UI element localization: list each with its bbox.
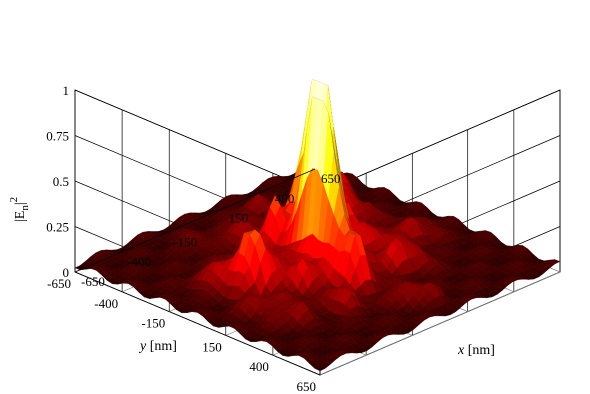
y-tick-label-4: 400	[249, 359, 269, 374]
x-tick-label-2: -150	[173, 234, 197, 249]
z-tick-label-0: 0	[63, 265, 70, 280]
z-tick-label-1: 0.25	[46, 220, 69, 235]
z-grid-left-4	[74, 89, 321, 194]
y-axis-line	[74, 271, 321, 376]
y-axis-label: y [nm]	[138, 339, 177, 354]
x-tick-label-3: 150	[229, 211, 249, 226]
x-tick-label-1: -400	[127, 254, 151, 269]
x-tick-label-0: -650	[81, 274, 105, 289]
x-axis-label: x [nm]	[457, 343, 495, 358]
y-tick-label-2: -150	[141, 316, 165, 331]
axes-layer: -650 -400 -150 150 400 650 -650 -400 -150 150 400 6…	[46, 83, 340, 394]
x-tick-label-5: 650	[321, 171, 341, 186]
y-tick-label-1: -400	[94, 296, 118, 311]
x-tick-label-4: 400	[275, 191, 295, 206]
y-tick-label-5: 650	[297, 379, 317, 394]
z-tick-label-2: 0.5	[53, 174, 69, 189]
surface-layer	[74, 79, 561, 372]
z-grid-right-4	[319, 89, 561, 194]
y-grid-floor-5	[319, 271, 561, 376]
y-tick-label-3: 150	[202, 339, 222, 354]
y-tick-label-0: -650	[47, 276, 71, 291]
surface-patch	[314, 365, 326, 372]
x-axis-line	[74, 168, 316, 273]
z-axis-label: |En|2	[8, 197, 31, 222]
z-tick-label-4: 1	[63, 83, 70, 98]
z-tick-label-3: 0.75	[46, 129, 69, 144]
